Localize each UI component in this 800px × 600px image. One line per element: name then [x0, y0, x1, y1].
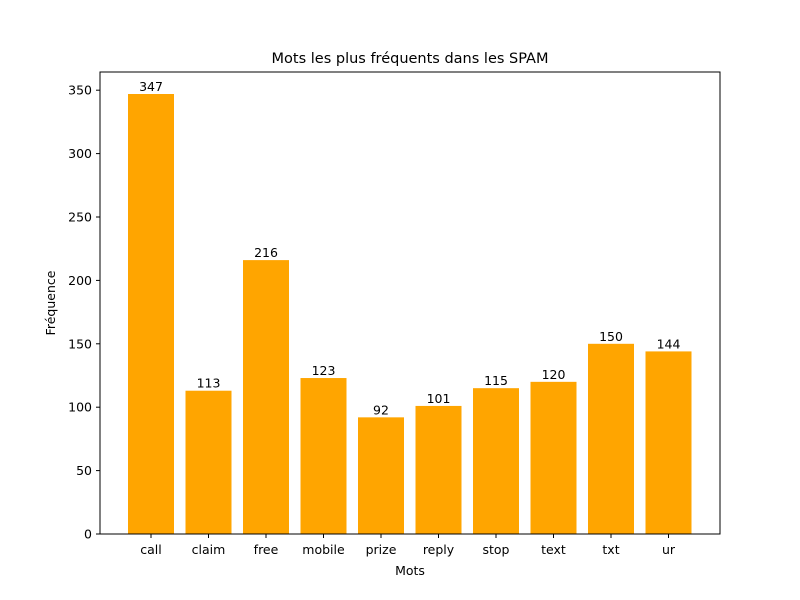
- bar-call: [128, 94, 174, 534]
- x-tick-label-mobile: mobile: [302, 542, 345, 557]
- x-tick-label-call: call: [140, 542, 161, 557]
- y-tick-label-250: 250: [68, 209, 92, 224]
- x-tick-label-claim: claim: [192, 542, 226, 557]
- bar-value-label-reply: 101: [427, 391, 451, 406]
- x-axis-label: Mots: [395, 563, 425, 578]
- y-axis-label: Fréquence: [43, 270, 58, 335]
- bar-value-label-free: 216: [254, 245, 278, 260]
- y-tick-label-100: 100: [68, 400, 92, 415]
- x-tick-label-txt: txt: [602, 542, 619, 557]
- x-tick-label-ur: ur: [662, 542, 676, 557]
- bar-stop: [473, 388, 519, 534]
- bar-free: [243, 260, 289, 534]
- x-axis: call claim free mobile prize reply stop text txt…: [140, 534, 676, 557]
- bar-mobile: [300, 378, 347, 534]
- y-tick-label-200: 200: [68, 273, 92, 288]
- chart-title: Mots les plus fréquents dans les SPAM: [272, 51, 549, 67]
- bar-value-labels: 347 113 216 123 92 101 115 120 150 144: [139, 79, 680, 417]
- y-tick-label-50: 50: [76, 463, 92, 478]
- bar-txt: [588, 343, 634, 534]
- x-tick-label-stop: stop: [483, 542, 510, 557]
- x-tick-label-text: text: [541, 542, 566, 557]
- y-tick-label-0: 0: [84, 527, 92, 542]
- y-tick-label-350: 350: [68, 83, 92, 98]
- plot-frame: [99, 71, 721, 535]
- x-tick-label-reply: reply: [423, 542, 455, 557]
- y-tick-label-150: 150: [68, 336, 92, 351]
- bar-reply: [415, 405, 462, 534]
- x-tick-label-free: free: [254, 542, 279, 557]
- bar-value-label-stop: 115: [484, 373, 508, 388]
- y-axis: 0 50 100 150 200 250 300 350: [68, 83, 100, 542]
- bar-value-label-ur: 144: [657, 336, 681, 351]
- bars-group: [128, 94, 692, 534]
- bar-value-label-call: 347: [139, 79, 163, 94]
- bar-prize: [358, 417, 404, 534]
- bar-value-label-mobile: 123: [312, 363, 336, 378]
- bar-value-label-text: 120: [542, 367, 566, 382]
- bar-value-label-claim: 113: [197, 376, 221, 391]
- bar-text: [530, 381, 577, 534]
- bar-value-label-prize: 92: [373, 402, 389, 417]
- bar-claim: [185, 390, 232, 534]
- x-tick-label-prize: prize: [366, 542, 397, 557]
- bar-ur: [645, 351, 692, 534]
- bar-value-label-txt: 150: [599, 329, 623, 344]
- y-tick-label-300: 300: [68, 146, 92, 161]
